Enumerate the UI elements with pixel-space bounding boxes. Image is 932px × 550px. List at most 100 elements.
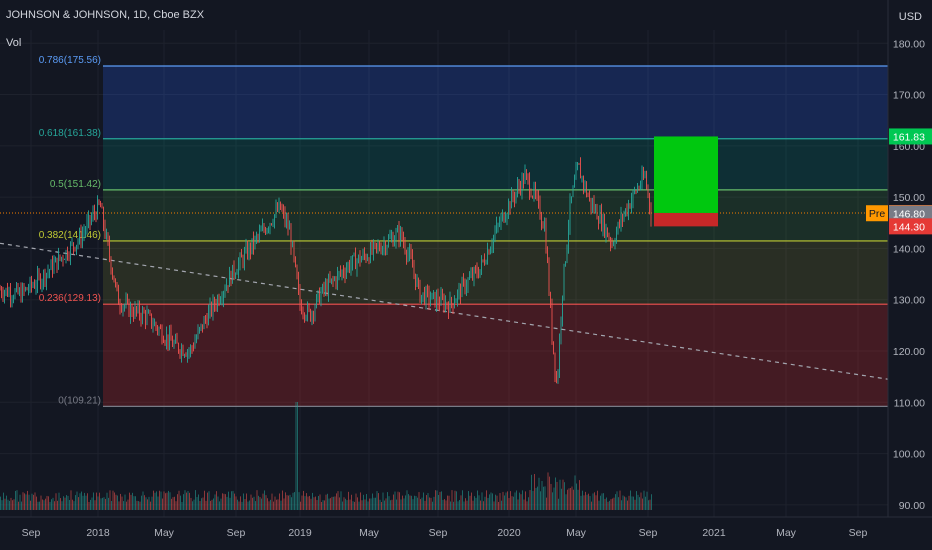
volume-bar: [423, 492, 424, 510]
volume-bar: [387, 492, 388, 510]
volume-bar: [72, 499, 73, 510]
volume-bar: [552, 492, 553, 510]
volume-bar: [496, 495, 498, 510]
volume-bar: [61, 501, 63, 510]
volume-bar: [133, 496, 135, 510]
volume-bar: [25, 494, 27, 510]
volume-bar: [507, 491, 508, 510]
volume-bar: [9, 500, 10, 510]
time-axis-tick: Sep: [227, 527, 246, 539]
volume-bar: [349, 499, 351, 510]
volume-bar: [333, 496, 334, 510]
volume-bar: [91, 497, 93, 510]
volume-bar: [103, 497, 105, 510]
fib-zone: [103, 304, 888, 407]
volume-bar: [478, 495, 480, 510]
volume-bar: [216, 491, 217, 510]
volume-bar: [73, 501, 75, 510]
volume-bar: [636, 491, 637, 510]
volume-bar: [354, 501, 355, 510]
volume-bar: [45, 498, 46, 510]
volume-bar: [466, 500, 468, 510]
volume-bar: [610, 499, 612, 510]
volume-bar: [435, 490, 436, 510]
volume-bar: [291, 497, 292, 510]
volume-bar: [501, 500, 502, 510]
volume-bar: [433, 496, 435, 510]
volume-bar: [220, 498, 222, 510]
volume-bar: [214, 494, 216, 510]
volume-bar: [151, 496, 153, 510]
volume-bar: [240, 496, 241, 510]
volume-bar: [279, 493, 280, 510]
price-axis-tick: 130.00: [893, 295, 925, 307]
volume-bar: [498, 501, 499, 510]
volume-bar: [234, 493, 235, 510]
volume-bar: [192, 501, 193, 510]
time-axis-tick: May: [359, 527, 380, 539]
currency-label[interactable]: USD: [898, 11, 922, 23]
volume-bar: [492, 493, 493, 510]
volume-bar: [268, 501, 270, 510]
volume-bar: [184, 490, 186, 510]
volume-bar: [247, 501, 249, 510]
volume-bar: [588, 493, 589, 510]
volume-bar: [628, 495, 630, 510]
volume-bar: [324, 500, 325, 510]
volume-bar: [339, 497, 340, 510]
pre-market-tag-bg: [866, 205, 888, 222]
volume-bar: [237, 499, 238, 510]
volume-bar: [550, 483, 552, 510]
volume-bar: [235, 496, 237, 510]
volume-bar: [559, 479, 561, 510]
volume-bar: [643, 490, 645, 510]
volume-bar: [571, 486, 573, 510]
volume-bar: [79, 493, 81, 510]
fib-zone: [103, 189, 888, 241]
volume-bar: [307, 496, 309, 510]
volume-bar: [312, 492, 313, 510]
target-zone: [654, 136, 718, 213]
volume-bar: [255, 501, 256, 510]
volume-bar: [52, 497, 54, 510]
chart-title: JOHNSON & JOHNSON, 1D, Cboe BZX: [6, 9, 205, 21]
volume-bar: [345, 498, 346, 510]
time-axis-tick: 2021: [702, 527, 726, 539]
volume-bar: [570, 488, 571, 510]
volume-bar: [396, 499, 397, 510]
price-axis-tick: 120.00: [893, 346, 925, 358]
volume-bar: [469, 495, 471, 510]
volume-bar: [448, 495, 450, 510]
volume-bar: [31, 493, 33, 510]
volume-bar: [210, 500, 211, 510]
candles: [0, 157, 652, 384]
volume-bar: [540, 491, 541, 510]
volume-bar: [537, 486, 538, 510]
volume-bar: [229, 497, 231, 510]
price-axis-tick: 180.00: [893, 38, 925, 50]
volume-bar: [57, 500, 58, 510]
volume-bar: [34, 492, 36, 510]
volume-bar: [336, 493, 337, 510]
volume-bar: [19, 494, 21, 510]
volume-bar: [373, 497, 375, 510]
volume-bar: [178, 490, 180, 510]
volume-bar: [276, 499, 277, 510]
volume-bar: [595, 495, 597, 510]
volume-bar: [244, 499, 246, 510]
volume-bar: [105, 498, 106, 510]
volume-bar: [262, 493, 264, 510]
volume-bar: [517, 499, 519, 510]
volume-bar: [538, 477, 540, 510]
volume-bar: [198, 494, 199, 510]
volume-bar: [346, 500, 348, 510]
volume-bar: [252, 497, 253, 510]
volume-bar: [313, 497, 315, 510]
volume-bar: [577, 489, 579, 510]
volume-bar: [76, 491, 78, 510]
volume-bar: [141, 495, 142, 510]
volume-bar: [454, 490, 456, 510]
volume-bar: [154, 492, 156, 510]
volume-bar: [367, 501, 369, 510]
